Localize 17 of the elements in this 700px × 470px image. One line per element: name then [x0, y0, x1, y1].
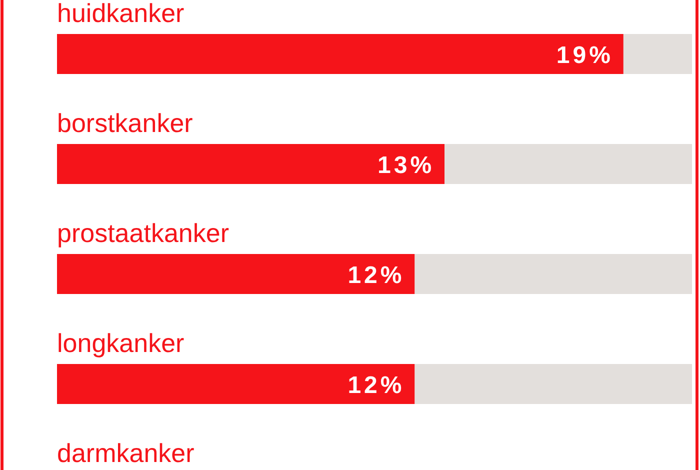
data-label: 12%: [348, 372, 405, 399]
y-tick-label: darmkanker: [57, 438, 195, 468]
y-tick-label: borstkanker: [57, 108, 194, 138]
bar: [414, 254, 692, 294]
data-label: 13%: [378, 152, 435, 179]
bar: [623, 34, 692, 74]
y-tick-label: longkanker: [57, 328, 185, 358]
data-label: 12%: [348, 262, 405, 289]
y-tick-label: prostaatkanker: [57, 218, 230, 248]
bar: [57, 144, 445, 184]
bar: [57, 34, 624, 74]
bar: [57, 254, 415, 294]
bar: [57, 364, 415, 404]
bar: [444, 144, 692, 184]
y-tick-label: huidkanker: [57, 0, 185, 28]
data-label: 19%: [556, 42, 614, 69]
bar: [414, 364, 692, 404]
